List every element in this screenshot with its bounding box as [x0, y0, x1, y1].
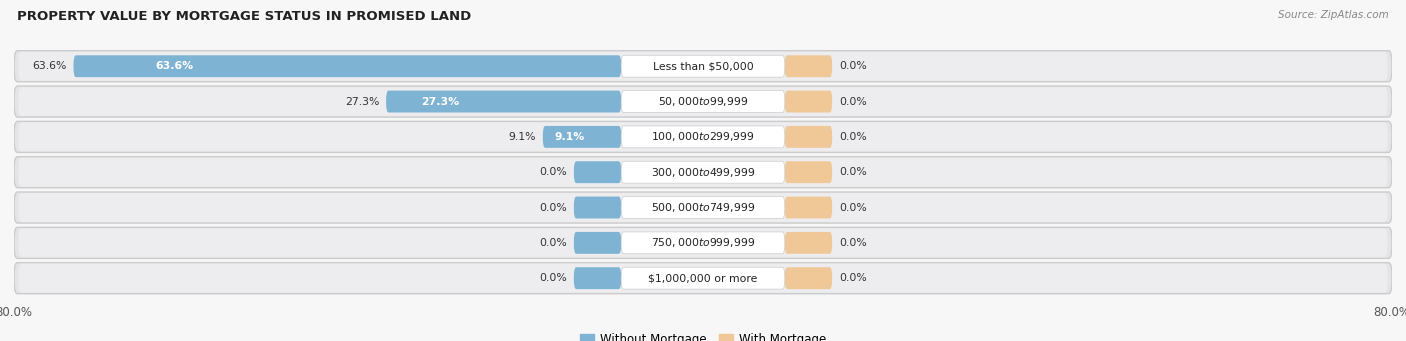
FancyBboxPatch shape	[18, 264, 1388, 293]
Text: 9.1%: 9.1%	[509, 132, 536, 142]
Text: 27.3%: 27.3%	[344, 97, 380, 106]
Text: 27.3%: 27.3%	[422, 97, 460, 106]
FancyBboxPatch shape	[14, 121, 1392, 152]
FancyBboxPatch shape	[14, 51, 1392, 82]
Text: 63.6%: 63.6%	[156, 61, 194, 71]
FancyBboxPatch shape	[18, 122, 1388, 151]
Text: 0.0%: 0.0%	[839, 238, 868, 248]
FancyBboxPatch shape	[18, 193, 1388, 222]
FancyBboxPatch shape	[785, 196, 832, 219]
Legend: Without Mortgage, With Mortgage: Without Mortgage, With Mortgage	[575, 328, 831, 341]
Text: 0.0%: 0.0%	[839, 167, 868, 177]
FancyBboxPatch shape	[621, 126, 785, 148]
FancyBboxPatch shape	[621, 267, 785, 289]
FancyBboxPatch shape	[621, 161, 785, 183]
Text: 9.1%: 9.1%	[554, 132, 585, 142]
FancyBboxPatch shape	[785, 161, 832, 183]
FancyBboxPatch shape	[18, 158, 1388, 187]
Text: 0.0%: 0.0%	[839, 61, 868, 71]
Text: 0.0%: 0.0%	[839, 273, 868, 283]
Text: 0.0%: 0.0%	[839, 203, 868, 212]
FancyBboxPatch shape	[14, 157, 1392, 188]
FancyBboxPatch shape	[14, 192, 1392, 223]
FancyBboxPatch shape	[14, 86, 1392, 117]
FancyBboxPatch shape	[387, 91, 621, 113]
FancyBboxPatch shape	[785, 55, 832, 77]
FancyBboxPatch shape	[14, 263, 1392, 294]
Text: 0.0%: 0.0%	[538, 167, 567, 177]
Text: $750,000 to $999,999: $750,000 to $999,999	[651, 236, 755, 249]
Text: Less than $50,000: Less than $50,000	[652, 61, 754, 71]
Text: $300,000 to $499,999: $300,000 to $499,999	[651, 166, 755, 179]
FancyBboxPatch shape	[621, 55, 785, 77]
Text: 0.0%: 0.0%	[538, 273, 567, 283]
FancyBboxPatch shape	[574, 161, 621, 183]
FancyBboxPatch shape	[621, 91, 785, 113]
FancyBboxPatch shape	[18, 87, 1388, 116]
Text: Source: ZipAtlas.com: Source: ZipAtlas.com	[1278, 10, 1389, 20]
FancyBboxPatch shape	[785, 267, 832, 289]
FancyBboxPatch shape	[14, 227, 1392, 258]
FancyBboxPatch shape	[621, 232, 785, 254]
FancyBboxPatch shape	[785, 126, 832, 148]
FancyBboxPatch shape	[574, 232, 621, 254]
FancyBboxPatch shape	[574, 196, 621, 219]
FancyBboxPatch shape	[785, 91, 832, 113]
FancyBboxPatch shape	[18, 52, 1388, 81]
Text: $1,000,000 or more: $1,000,000 or more	[648, 273, 758, 283]
Text: $500,000 to $749,999: $500,000 to $749,999	[651, 201, 755, 214]
Text: $100,000 to $299,999: $100,000 to $299,999	[651, 130, 755, 143]
Text: 0.0%: 0.0%	[538, 238, 567, 248]
FancyBboxPatch shape	[621, 196, 785, 219]
Text: 0.0%: 0.0%	[839, 97, 868, 106]
FancyBboxPatch shape	[543, 126, 621, 148]
FancyBboxPatch shape	[18, 228, 1388, 257]
FancyBboxPatch shape	[574, 267, 621, 289]
FancyBboxPatch shape	[785, 232, 832, 254]
Text: 63.6%: 63.6%	[32, 61, 66, 71]
Text: $50,000 to $99,999: $50,000 to $99,999	[658, 95, 748, 108]
Text: PROPERTY VALUE BY MORTGAGE STATUS IN PROMISED LAND: PROPERTY VALUE BY MORTGAGE STATUS IN PRO…	[17, 10, 471, 23]
Text: 0.0%: 0.0%	[839, 132, 868, 142]
Text: 0.0%: 0.0%	[538, 203, 567, 212]
FancyBboxPatch shape	[73, 55, 621, 77]
